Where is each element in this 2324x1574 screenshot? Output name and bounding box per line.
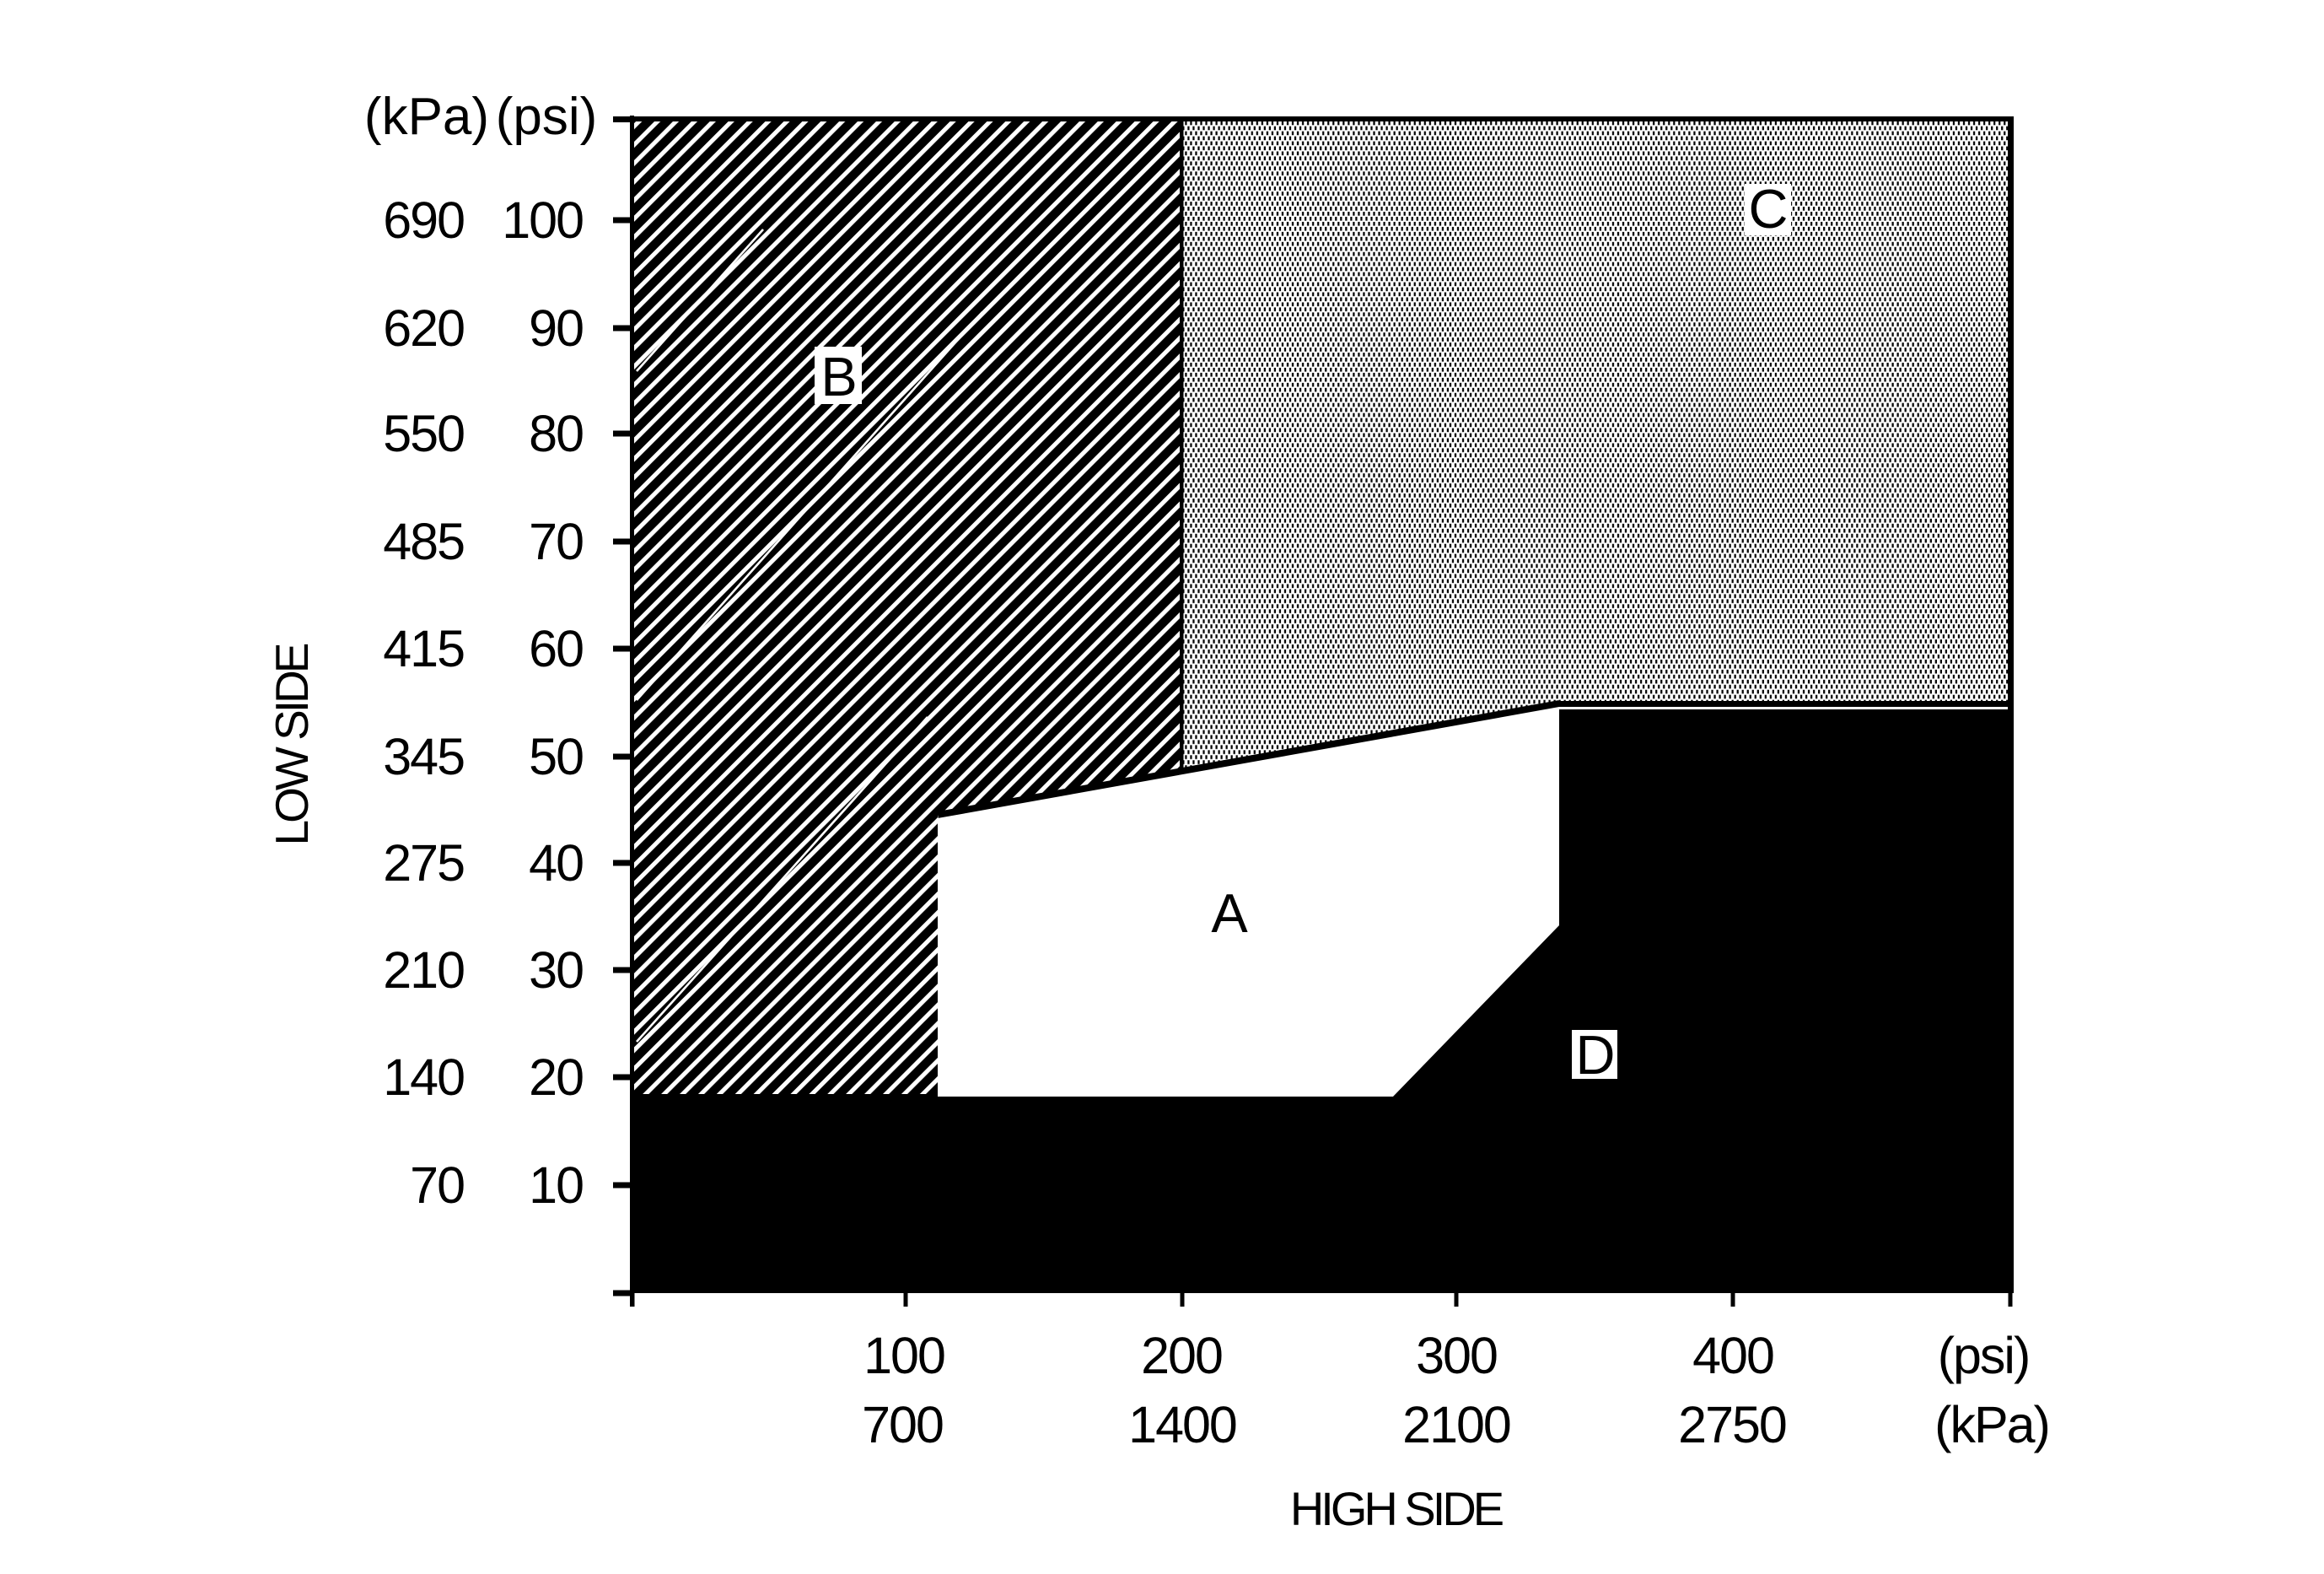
svg-text:C: C <box>1749 178 1789 240</box>
svg-text:60: 60 <box>529 620 583 677</box>
svg-text:200: 200 <box>1141 1327 1222 1384</box>
svg-text:70: 70 <box>410 1156 464 1214</box>
svg-text:415: 415 <box>383 620 464 677</box>
svg-text:550: 550 <box>383 405 464 462</box>
svg-text:A: A <box>1211 882 1248 944</box>
svg-text:100: 100 <box>863 1327 944 1384</box>
svg-text:10: 10 <box>529 1156 583 1214</box>
svg-text:620: 620 <box>383 299 464 357</box>
svg-text:50: 50 <box>529 728 583 785</box>
svg-text:485: 485 <box>383 513 464 570</box>
svg-text:HIGH SIDE: HIGH SIDE <box>1290 1482 1503 1535</box>
svg-text:70: 70 <box>529 513 583 570</box>
svg-text:(psi): (psi) <box>1938 1327 2030 1384</box>
svg-text:300: 300 <box>1416 1327 1497 1384</box>
svg-text:(kPa): (kPa) <box>1934 1396 2049 1453</box>
svg-text:D: D <box>1576 1024 1616 1086</box>
svg-text:30: 30 <box>529 941 583 999</box>
svg-text:40: 40 <box>529 834 583 892</box>
svg-text:275: 275 <box>383 834 464 892</box>
svg-text:700: 700 <box>862 1396 943 1453</box>
svg-text:1400: 1400 <box>1128 1396 1236 1453</box>
svg-text:80: 80 <box>529 405 583 462</box>
svg-text:20: 20 <box>529 1048 583 1106</box>
svg-text:210: 210 <box>383 941 464 999</box>
svg-text:B: B <box>820 346 857 407</box>
svg-text:2750: 2750 <box>1678 1396 1786 1453</box>
svg-text:LOW SIDE: LOW SIDE <box>266 644 318 845</box>
svg-text:100: 100 <box>502 191 583 249</box>
svg-text:90: 90 <box>529 299 583 357</box>
svg-text:345: 345 <box>383 728 464 785</box>
svg-text:690: 690 <box>383 191 464 249</box>
svg-text:140: 140 <box>383 1048 464 1106</box>
svg-text:(kPa): (kPa) <box>364 88 489 146</box>
svg-text:400: 400 <box>1692 1327 1773 1384</box>
svg-text:2100: 2100 <box>1402 1396 1510 1453</box>
svg-text:(psi): (psi) <box>496 88 598 146</box>
